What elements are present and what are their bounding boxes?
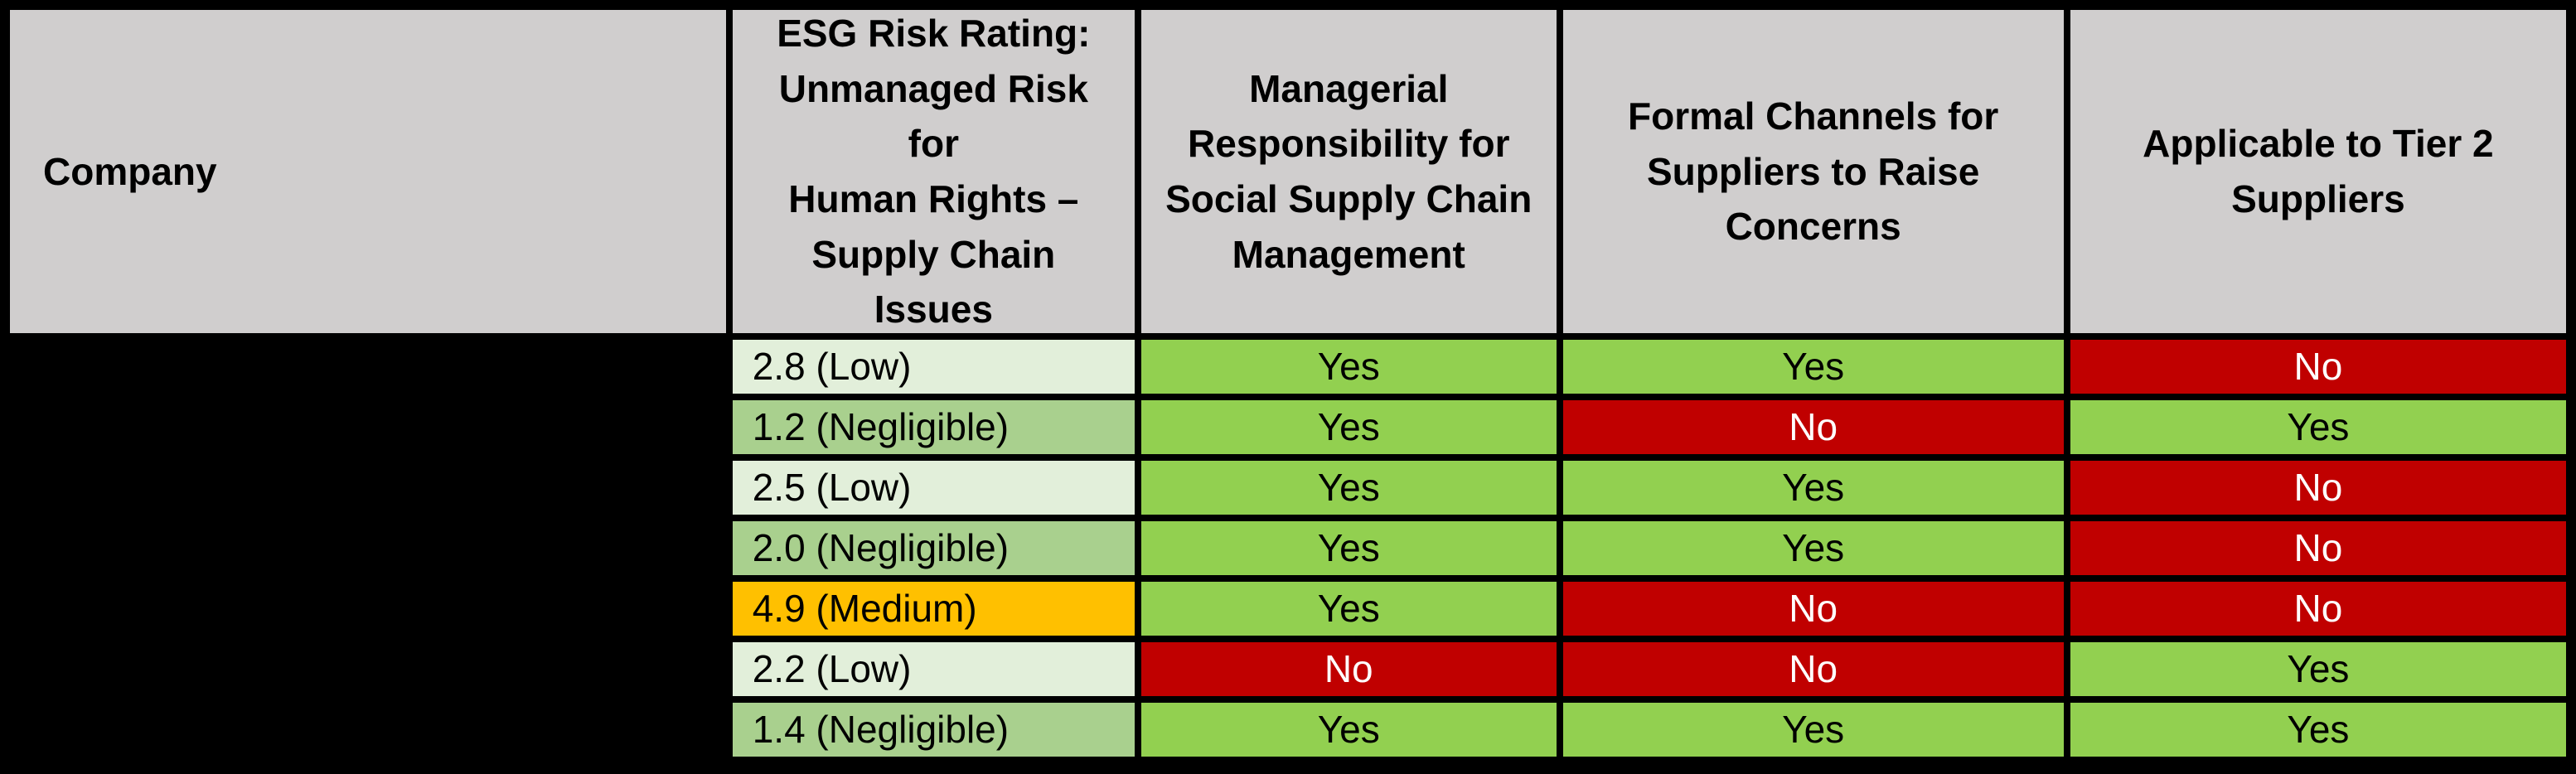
column-header-company: Company bbox=[10, 10, 726, 333]
company-cell-redacted bbox=[10, 582, 726, 636]
company-cell-redacted bbox=[10, 400, 726, 454]
column-header-esg-risk-rating: ESG Risk Rating: Unmanaged Risk for Huma… bbox=[732, 10, 1135, 333]
tier2-suppliers-cell: No bbox=[2070, 340, 2566, 394]
managerial-responsibility-cell: Yes bbox=[1140, 582, 1557, 636]
company-cell-redacted bbox=[10, 642, 726, 696]
company-cell-redacted bbox=[10, 340, 726, 394]
formal-channels-cell: Yes bbox=[1562, 340, 2064, 394]
formal-channels-cell: Yes bbox=[1562, 703, 2064, 757]
formal-channels-cell: No bbox=[1562, 642, 2064, 696]
tier2-suppliers-cell: Yes bbox=[2070, 703, 2566, 757]
managerial-responsibility-cell: No bbox=[1140, 642, 1557, 696]
company-cell-redacted bbox=[10, 521, 726, 575]
formal-channels-cell: Yes bbox=[1562, 461, 2064, 515]
formal-channels-cell: No bbox=[1562, 582, 2064, 636]
formal-channels-cell: Yes bbox=[1562, 521, 2064, 575]
managerial-responsibility-cell: Yes bbox=[1140, 400, 1557, 454]
column-header-tier2-suppliers: Applicable to Tier 2 Suppliers bbox=[2070, 10, 2566, 333]
esg-rating-cell: 1.2 (Negligible) bbox=[732, 400, 1135, 454]
tier2-suppliers-cell: No bbox=[2070, 461, 2566, 515]
managerial-responsibility-cell: Yes bbox=[1140, 521, 1557, 575]
tier2-suppliers-cell: Yes bbox=[2070, 642, 2566, 696]
tier2-suppliers-cell: Yes bbox=[2070, 400, 2566, 454]
tier2-suppliers-cell: No bbox=[2070, 521, 2566, 575]
formal-channels-cell: No bbox=[1562, 400, 2064, 454]
company-cell-redacted bbox=[10, 461, 726, 515]
esg-rating-cell: 2.2 (Low) bbox=[732, 642, 1135, 696]
tier2-suppliers-cell: No bbox=[2070, 582, 2566, 636]
column-header-formal-channels: Formal Channels for Suppliers to Raise C… bbox=[1562, 10, 2064, 333]
esg-rating-cell: 2.0 (Negligible) bbox=[732, 521, 1135, 575]
esg-rating-cell: 2.8 (Low) bbox=[732, 340, 1135, 394]
managerial-responsibility-cell: Yes bbox=[1140, 340, 1557, 394]
managerial-responsibility-cell: Yes bbox=[1140, 461, 1557, 515]
esg-rating-cell: 2.5 (Low) bbox=[732, 461, 1135, 515]
esg-rating-cell: 1.4 (Negligible) bbox=[732, 703, 1135, 757]
column-header-managerial-responsibility: Managerial Responsibility for Social Sup… bbox=[1140, 10, 1557, 333]
esg-rating-cell: 4.9 (Medium) bbox=[732, 582, 1135, 636]
managerial-responsibility-cell: Yes bbox=[1140, 703, 1557, 757]
company-cell-redacted bbox=[10, 703, 726, 757]
